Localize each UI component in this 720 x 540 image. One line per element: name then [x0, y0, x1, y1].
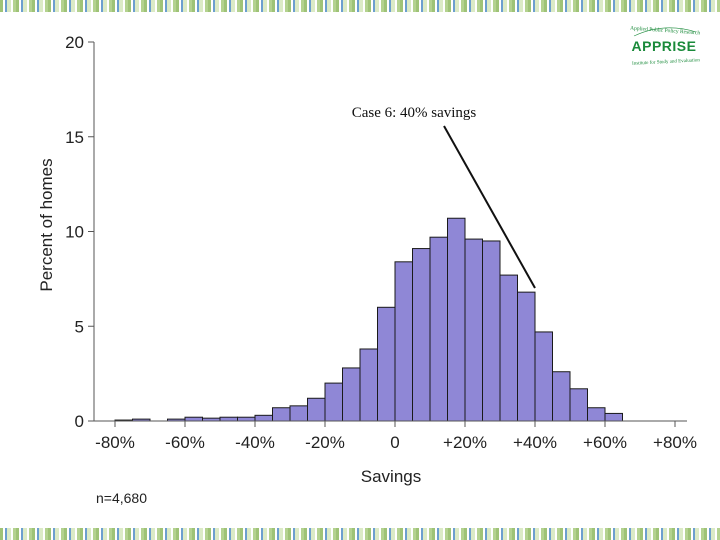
- histogram-bar: [254, 414, 273, 422]
- y-axis-ticks: 0 5 10 15 20: [65, 33, 94, 431]
- y-tick-label: 0: [75, 412, 84, 431]
- x-tick-label: +40%: [513, 433, 557, 452]
- histogram-bar: [289, 405, 308, 422]
- y-tick-label: 15: [65, 128, 84, 147]
- x-axis-label: Savings: [361, 467, 421, 486]
- histogram-bar: [307, 397, 326, 422]
- y-tick-label: 5: [75, 317, 84, 336]
- histogram-bar: [587, 407, 606, 422]
- histogram-bar: [499, 274, 518, 422]
- case-annotation-pointer: [443, 125, 536, 289]
- top-decorative-band: [0, 0, 720, 12]
- x-tick-label: 0: [390, 433, 399, 452]
- histogram-bar: [482, 240, 501, 422]
- histogram-bar: [569, 388, 588, 422]
- histogram-bar: [272, 407, 291, 422]
- histogram-bar: [184, 416, 203, 422]
- histogram-bar: [237, 416, 256, 422]
- y-axis-label: Percent of homes: [37, 158, 56, 291]
- x-tick-label: -60%: [165, 433, 205, 452]
- x-tick-label: +20%: [443, 433, 487, 452]
- histogram-bar: [517, 291, 536, 422]
- histogram-bar: [552, 371, 571, 422]
- x-tick-label: +80%: [653, 433, 697, 452]
- logo-tagline-bottom: Institute for Study and Evaluation: [632, 58, 700, 67]
- x-tick-label: -20%: [305, 433, 345, 452]
- histogram-bar: [219, 416, 238, 422]
- histogram-bar: [604, 412, 623, 422]
- histogram-bar: [464, 238, 483, 422]
- logo-wordmark: APPRISE: [632, 38, 697, 54]
- histogram-bar: [394, 261, 413, 422]
- bottom-decorative-band: [0, 528, 720, 540]
- x-tick-label: -80%: [95, 433, 135, 452]
- x-tick-label: -40%: [235, 433, 275, 452]
- histogram-bar: [412, 248, 431, 422]
- y-tick-label: 10: [65, 223, 84, 242]
- histogram-bar: [359, 348, 378, 422]
- histogram-bar: [429, 236, 448, 422]
- histogram-bar: [342, 367, 361, 422]
- histogram-bars: [114, 217, 623, 422]
- sample-size-note: n=4,680: [96, 490, 147, 506]
- case-annotation-label: Case 6: 40% savings: [352, 105, 477, 121]
- histogram-bar: [324, 382, 343, 422]
- x-tick-label: +60%: [583, 433, 627, 452]
- apprise-logo: Applied Public Policy Research APPRISE I…: [630, 26, 701, 67]
- logo-tagline-top: Applied Public Policy Research: [630, 26, 701, 37]
- x-axis-ticks: -80% -60% -40% -20% 0 +20% +40% +60% +80%: [95, 421, 697, 452]
- histogram-bar: [447, 217, 466, 422]
- histogram-bar: [377, 306, 396, 422]
- histogram-bar: [534, 331, 553, 422]
- y-tick-label: 20: [65, 33, 84, 52]
